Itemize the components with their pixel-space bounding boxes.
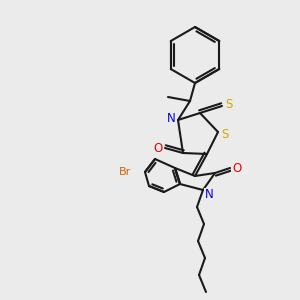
Text: Br: Br	[119, 167, 131, 177]
Text: N: N	[167, 112, 176, 124]
Text: O: O	[153, 142, 163, 155]
Text: S: S	[221, 128, 229, 140]
Text: N: N	[205, 188, 213, 202]
Text: O: O	[232, 161, 242, 175]
Text: S: S	[225, 98, 233, 112]
